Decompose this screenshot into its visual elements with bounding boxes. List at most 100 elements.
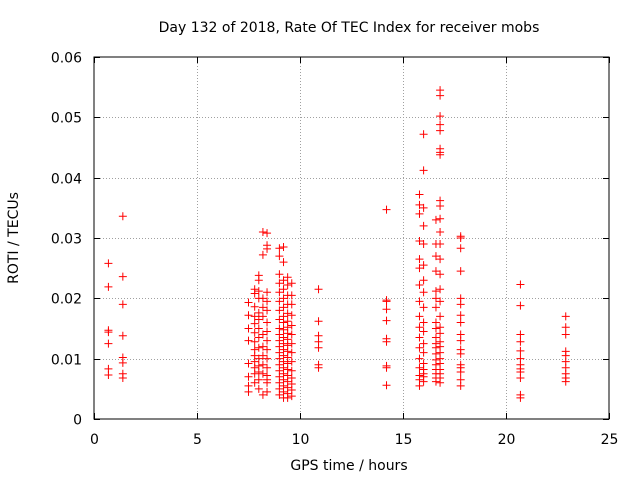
data-point-marker [258,330,267,339]
data-point-marker [382,297,391,306]
data-point-marker [118,272,127,281]
data-point-marker [419,303,428,312]
data-point-marker [258,390,267,399]
data-point-marker [436,91,445,100]
data-point-marker [419,166,428,175]
data-point-marker [104,339,113,348]
data-point-marker [561,377,570,386]
data-point-marker [456,367,465,376]
data-point-marker [118,300,127,309]
data-point-marker [431,215,440,224]
data-point-marker [456,336,465,345]
data-point-marker [244,359,253,368]
data-point-marker [415,354,424,363]
data-point-marker [436,255,445,264]
data-point-marker [275,270,284,279]
data-point-marker [263,297,272,306]
data-point-marker [250,337,259,346]
plot-frame [93,56,610,420]
data-point-marker [436,270,445,279]
data-point-marker [287,321,296,330]
data-point-marker [254,324,263,333]
data-point-marker [258,369,267,378]
data-point-marker [431,267,440,276]
y-tick-label: 0 [73,413,82,429]
data-point-marker [561,312,570,321]
data-point-marker [431,294,440,303]
data-point-marker [516,280,525,289]
data-point-marker [279,258,288,267]
data-point-marker [415,312,424,321]
data-point-marker [314,363,323,372]
data-point-marker [382,316,391,325]
data-point-marker [250,369,259,378]
data-point-marker [250,328,259,337]
data-point-marker [254,367,263,376]
x-tick-label: 10 [292,432,310,448]
x-tick-label: 20 [498,432,516,448]
data-point-marker [456,318,465,327]
x-tick-label: 15 [395,432,413,448]
data-point-marker [287,311,296,320]
data-point-marker [415,363,424,372]
data-point-marker [436,202,445,211]
data-point-marker [436,312,445,321]
data-point-marker [263,306,272,315]
data-point-marker [415,209,424,218]
data-point-marker [254,343,263,352]
chart-title: Day 132 of 2018, Rate Of TEC Index for r… [159,20,540,36]
data-point-marker [431,324,440,333]
x-tick-label: 25 [601,432,619,448]
data-point-marker [431,252,440,261]
data-point-marker [456,234,465,242]
data-points [104,86,570,402]
data-point-marker [263,387,272,396]
x-axis-label: GPS time / hours [290,458,407,474]
data-point-marker [382,205,391,214]
data-point-marker [279,318,288,327]
data-point-marker [456,349,465,358]
data-point-marker [314,285,323,294]
data-point-marker [436,329,445,338]
data-point-marker [456,311,465,320]
data-point-marker [415,381,424,390]
data-point-marker [263,288,272,297]
data-point-marker [254,276,263,285]
data-point-marker [275,252,284,261]
data-point-marker [250,289,259,298]
data-point-marker [279,303,288,312]
data-point-marker [419,203,428,212]
data-point-marker [254,375,263,384]
data-point-marker [258,342,267,351]
y-tick-label: 0.04 [51,172,82,188]
data-point-marker [419,348,428,357]
data-point-marker [244,387,253,396]
data-point-marker [419,276,428,285]
data-point-marker [287,279,296,288]
data-point-marker [516,337,525,346]
data-point-marker [382,381,391,390]
data-point-marker [436,297,445,306]
data-point-marker [244,298,253,307]
data-point-marker [244,324,253,333]
data-point-marker [118,212,127,221]
data-point-marker [104,259,113,268]
data-point-marker [456,267,465,276]
y-axis-label: ROTI / TECUs [6,192,22,284]
data-point-marker [283,281,292,290]
data-point-marker [244,311,253,320]
data-point-marker [118,331,127,340]
data-point-marker [283,273,292,282]
data-point-marker [287,357,296,366]
y-tick-label: 0.01 [51,353,82,369]
data-point-marker [516,393,525,402]
data-point-marker [516,346,525,355]
data-point-marker [456,381,465,390]
data-point-marker [419,240,428,249]
data-point-marker [431,377,440,386]
data-point-marker [250,302,259,311]
data-point-marker [250,378,259,387]
data-point-marker [275,288,284,297]
